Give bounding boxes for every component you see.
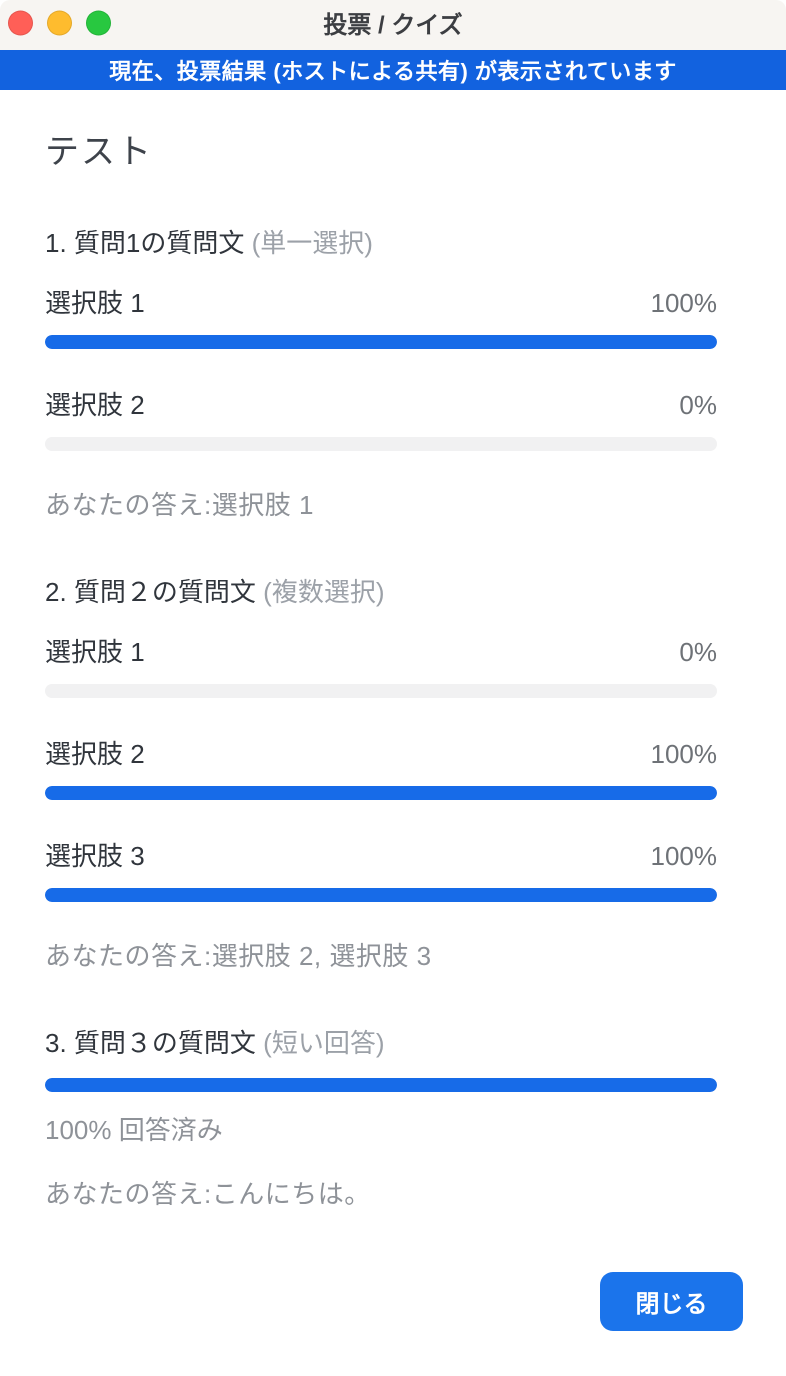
question-text: 質問1の質問文 — [73, 228, 245, 258]
poll-option: 選択肢 2 100% — [45, 739, 717, 800]
option-row: 選択肢 1 100% — [45, 288, 717, 318]
result-bar-fill — [45, 888, 717, 902]
result-bar-track — [45, 1078, 717, 1092]
question-type-label: (短い回答) — [263, 1028, 385, 1058]
option-percent: 100% — [650, 739, 718, 769]
traffic-lights — [8, 10, 111, 36]
result-bar-fill — [45, 1078, 717, 1092]
option-label: 選択肢 2 — [45, 390, 145, 420]
option-label: 選択肢 1 — [45, 637, 145, 667]
question-number: 3. — [45, 1028, 67, 1058]
option-label: 選択肢 3 — [45, 841, 145, 871]
option-percent: 100% — [650, 841, 718, 871]
your-answer-text: あなたの答え:選択肢 2, 選択肢 3 — [45, 941, 432, 971]
question-header: 2. 質問２の質問文 (複数選択) — [45, 577, 717, 607]
window-close-icon[interactable] — [8, 10, 33, 36]
question-block-1: 1. 質問1の質問文 (単一選択) 選択肢 1 100% 選択肢 2 0% — [45, 228, 717, 519]
question-text: 質問３の質問文 — [73, 1028, 256, 1058]
option-label: 選択肢 1 — [45, 288, 145, 318]
footer: 閉じる — [0, 1208, 786, 1331]
question-text: 質問２の質問文 — [73, 577, 256, 607]
poll-option: 選択肢 1 0% — [45, 637, 717, 698]
question-type-label: (単一選択) — [251, 228, 373, 258]
option-row: 選択肢 3 100% — [45, 841, 717, 871]
option-percent: 0% — [679, 637, 717, 667]
result-bar-track — [45, 335, 717, 349]
window-title: 投票 / クイズ — [323, 11, 463, 39]
option-row: 選択肢 2 100% — [45, 739, 717, 769]
status-banner-text: 現在、投票結果 (ホストによる共有) が表示されています — [109, 59, 677, 84]
poll-option: 選択肢 2 0% — [45, 390, 717, 451]
option-label: 選択肢 2 — [45, 739, 145, 769]
result-bar-fill — [45, 786, 717, 800]
question-header: 1. 質問1の質問文 (単一選択) — [45, 228, 717, 258]
poll-option: 選択肢 3 100% — [45, 841, 717, 902]
option-percent: 0% — [679, 390, 717, 420]
option-row: 選択肢 2 0% — [45, 390, 717, 420]
window-minimize-icon[interactable] — [47, 10, 72, 36]
window-titlebar: 投票 / クイズ — [0, 0, 786, 50]
question-header: 3. 質問３の質問文 (短い回答) — [45, 1028, 717, 1058]
result-bar-track — [45, 437, 717, 451]
your-answer-text: あなたの答え:こんにちは。 — [45, 1179, 371, 1209]
result-bar-fill — [45, 335, 717, 349]
answered-percent-label: 100% 回答済み — [45, 1115, 223, 1145]
question-number: 2. — [45, 577, 67, 607]
status-banner: 現在、投票結果 (ホストによる共有) が表示されています — [0, 50, 786, 90]
result-bar-track — [45, 684, 717, 698]
question-block-2: 2. 質問２の質問文 (複数選択) 選択肢 1 0% 選択肢 2 100% — [45, 577, 717, 970]
window-zoom-icon[interactable] — [86, 10, 111, 36]
question-type-label: (複数選択) — [263, 577, 385, 607]
question-number: 1. — [45, 228, 67, 258]
poll-title: テスト — [45, 133, 153, 171]
result-bar-track — [45, 786, 717, 800]
result-bar-track — [45, 888, 717, 902]
your-answer-text: あなたの答え:選択肢 1 — [45, 490, 314, 520]
poll-results-content: テスト 1. 質問1の質問文 (単一選択) 選択肢 1 100% 選択肢 2 — [0, 134, 786, 1208]
question-block-3: 3. 質問３の質問文 (短い回答) 100% 回答済み あなたの答え:こんにちは… — [45, 1028, 717, 1208]
poll-option: 選択肢 1 100% — [45, 288, 717, 349]
close-button[interactable]: 閉じる — [600, 1272, 743, 1331]
option-percent: 100% — [650, 288, 718, 318]
option-row: 選択肢 1 0% — [45, 637, 717, 667]
